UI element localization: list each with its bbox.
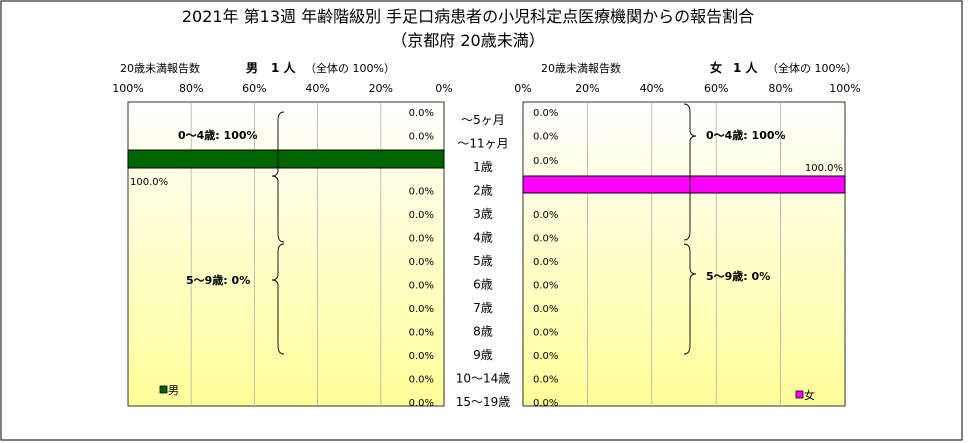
- category-label: 1歳: [473, 160, 493, 174]
- left-bracket-5-9: [271, 243, 285, 355]
- right-x-tick-label: 40%: [640, 82, 664, 95]
- bar-label-female: 0.0%: [533, 132, 558, 143]
- right-sex-label: 女: [710, 60, 722, 75]
- category-label: 7歳: [473, 301, 493, 315]
- chart-subtitle: （京都府 20歳未満）: [391, 31, 544, 50]
- category-label: 3歳: [473, 207, 493, 221]
- bar-label-female: 0.0%: [533, 328, 558, 339]
- bar-label-male: 100.0%: [130, 177, 168, 188]
- left-share-label: （全体の 100%）: [305, 61, 395, 75]
- bar-label-female: 0.0%: [533, 234, 558, 245]
- right-x-tick-label: 20%: [575, 82, 599, 95]
- bar-label-male: 0.0%: [409, 398, 434, 409]
- bar-label-male: 0.0%: [409, 257, 434, 268]
- bar-label-female: 0.0%: [533, 210, 558, 221]
- bar-label-female: 0.0%: [533, 108, 558, 119]
- category-label: 〜5ヶ月: [461, 113, 505, 127]
- right-x-tick-label: 0%: [514, 82, 531, 95]
- left-bracket-0-4: [271, 111, 285, 243]
- bar-label-female: 0.0%: [533, 257, 558, 268]
- category-label: 4歳: [473, 231, 493, 245]
- category-label: 5歳: [473, 254, 493, 268]
- legend-label-male: 男: [168, 384, 179, 397]
- bar-label-female: 0.0%: [533, 398, 558, 409]
- right-x-tick-label: 80%: [768, 82, 792, 95]
- bar-label-male: 0.0%: [409, 187, 434, 198]
- bar-male: [127, 149, 445, 169]
- bar-label-female: 100.0%: [805, 163, 843, 174]
- right-x-tick-label: 60%: [704, 82, 728, 95]
- left-x-tick-label: 60%: [242, 82, 266, 95]
- legend-label-female: 女: [804, 388, 815, 402]
- left-bracket-5-9-label: 5〜9歳: 0%: [186, 273, 250, 287]
- bar-label-male: 0.0%: [409, 234, 434, 245]
- category-label: 6歳: [473, 278, 493, 292]
- category-label: 8歳: [473, 325, 493, 339]
- bar-label-male: 0.0%: [409, 210, 434, 221]
- left-x-tick-label: 40%: [305, 82, 329, 95]
- right-x-tick-label: 100%: [829, 82, 860, 95]
- right-bracket-5-9-label: 5〜9歳: 0%: [706, 269, 770, 283]
- bar-label-male: 0.0%: [409, 375, 434, 386]
- legend-swatch-male: [159, 385, 168, 394]
- bar-label-female: 0.0%: [533, 156, 558, 167]
- category-label: 9歳: [473, 348, 493, 362]
- left-x-tick-label: 100%: [112, 82, 143, 95]
- right-share-label: （全体の 100%）: [767, 61, 857, 75]
- bar-label-female: 0.0%: [533, 351, 558, 362]
- right-bracket-0-4: [683, 103, 697, 241]
- right-bracket-5-9: [683, 243, 697, 355]
- bar-label-male: 0.0%: [409, 351, 434, 362]
- bar-label-female: 0.0%: [533, 281, 558, 292]
- left-bracket-0-4-label: 0〜4歳: 100%: [178, 128, 258, 142]
- bar-label-male: 0.0%: [409, 108, 434, 119]
- left-x-tick-label: 80%: [179, 82, 203, 95]
- left-x-tick-label: 0%: [435, 82, 452, 95]
- bar-label-male: 0.0%: [409, 328, 434, 339]
- category-label: 10〜14歳: [456, 372, 511, 386]
- category-label: 15〜19歳: [456, 395, 511, 409]
- left-sex-label: 男: [246, 61, 258, 75]
- right-count-value: 1 人: [733, 60, 759, 75]
- right-plot-area: [522, 101, 846, 407]
- bar-label-male: 0.0%: [409, 132, 434, 143]
- chart-title: 2021年 第13週 年齢階級別 手足口病患者の小児科定点医療機関からの報告割合: [182, 7, 754, 26]
- right-count-label: 20歳未満報告数: [541, 62, 621, 75]
- bar-label-female: 0.0%: [533, 304, 558, 315]
- category-label: 〜11ヶ月: [457, 137, 508, 151]
- bar-female: [522, 175, 846, 194]
- bar-label-female: 0.0%: [533, 375, 558, 386]
- legend-swatch-female: [795, 390, 804, 399]
- left-x-tick-label: 20%: [369, 82, 393, 95]
- left-count-label: 20歳未満報告数: [120, 62, 200, 75]
- left-plot-area: [127, 101, 445, 407]
- left-count-value: 1 人: [271, 60, 297, 75]
- category-label: 2歳: [473, 184, 493, 198]
- bar-label-male: 0.0%: [409, 304, 434, 315]
- bar-label-male: 0.0%: [409, 281, 434, 292]
- right-bracket-0-4-label: 0〜4歳: 100%: [706, 128, 786, 142]
